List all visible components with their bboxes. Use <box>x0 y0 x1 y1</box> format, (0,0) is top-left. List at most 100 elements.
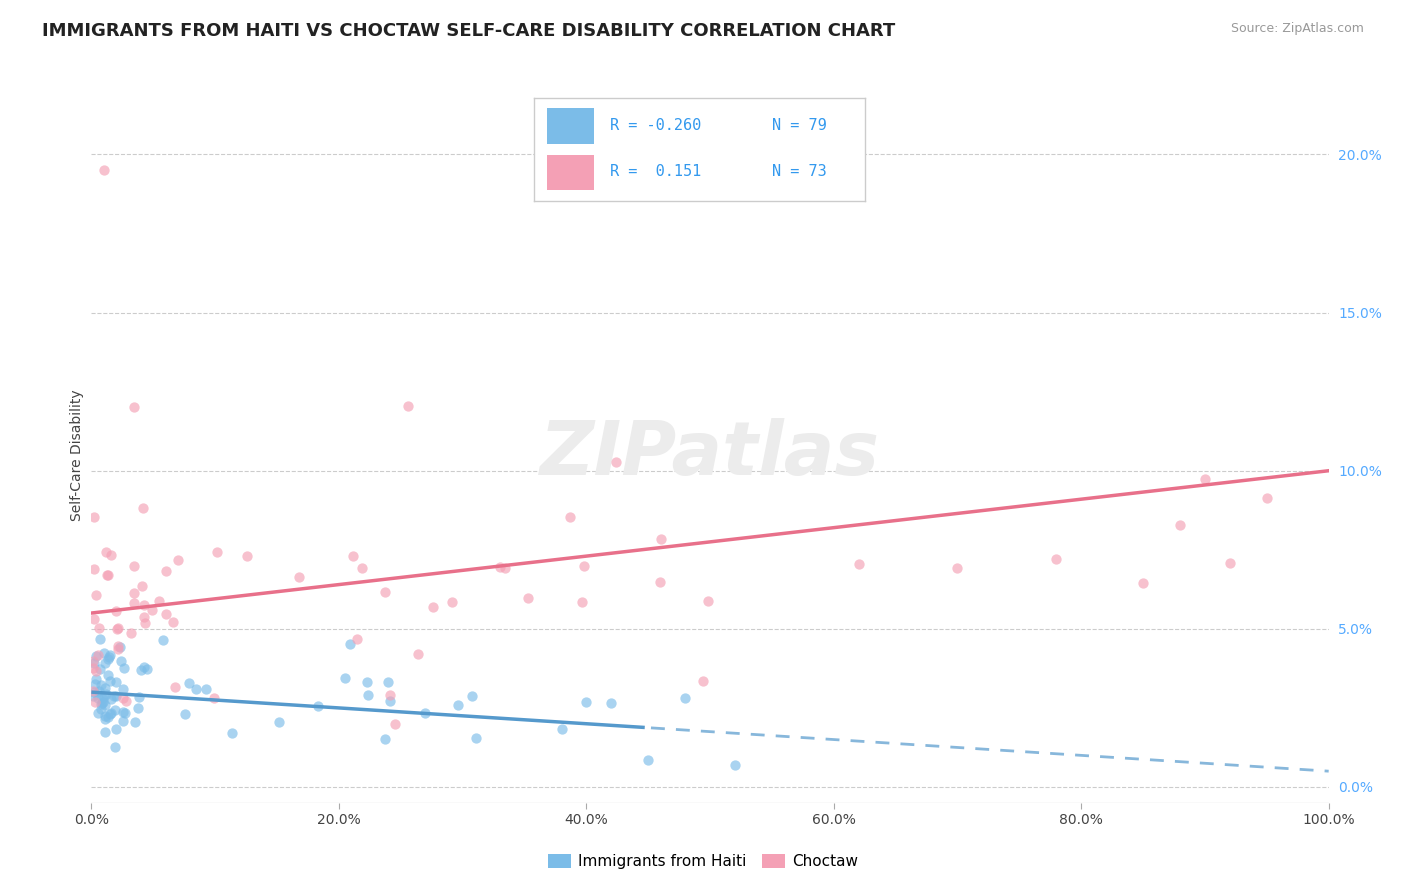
Point <box>413 706 436 720</box>
Point <box>605 455 627 469</box>
Point <box>461 689 484 703</box>
Point <box>100 706 122 720</box>
Point <box>946 561 969 575</box>
Point <box>696 594 718 608</box>
Point <box>1045 552 1067 566</box>
Point <box>346 632 368 647</box>
Point <box>384 716 406 731</box>
Point <box>356 688 378 702</box>
Point <box>406 647 429 661</box>
Point <box>112 681 135 696</box>
Point <box>98 648 121 662</box>
Point <box>120 626 142 640</box>
Text: ZIPatlas: ZIPatlas <box>540 418 880 491</box>
Point <box>517 591 540 605</box>
Point <box>93 709 115 723</box>
Point <box>374 585 396 599</box>
Point <box>83 677 105 691</box>
Point <box>97 652 120 666</box>
Point <box>112 661 135 675</box>
Point <box>148 594 170 608</box>
Point <box>650 533 672 547</box>
Point <box>550 723 572 737</box>
Point <box>132 609 155 624</box>
Point <box>105 622 128 636</box>
Point <box>202 690 225 705</box>
Point <box>494 561 516 575</box>
Point <box>93 646 115 660</box>
Point <box>94 681 117 696</box>
Point <box>107 621 129 635</box>
Point <box>648 574 671 589</box>
Point <box>83 685 105 699</box>
Point <box>94 544 117 558</box>
Text: R = -0.260: R = -0.260 <box>610 119 702 133</box>
Text: N = 73: N = 73 <box>772 164 827 179</box>
Point <box>107 642 129 657</box>
Point <box>82 689 104 703</box>
FancyBboxPatch shape <box>547 109 593 145</box>
Point <box>135 662 157 676</box>
Point <box>489 559 512 574</box>
Point <box>132 500 155 515</box>
Point <box>174 706 197 721</box>
Point <box>380 694 402 708</box>
Point <box>447 698 470 712</box>
Point <box>100 691 122 706</box>
Point <box>195 681 218 696</box>
Point <box>87 684 110 698</box>
Text: IMMIGRANTS FROM HAITI VS CHOCTAW SELF-CARE DISABILITY CORRELATION CHART: IMMIGRANTS FROM HAITI VS CHOCTAW SELF-CA… <box>42 22 896 40</box>
Point <box>122 585 145 599</box>
Point <box>83 612 105 626</box>
Point <box>105 675 128 690</box>
Point <box>83 510 105 524</box>
Point <box>90 691 112 706</box>
Point <box>571 595 593 609</box>
Point <box>350 561 373 575</box>
Point <box>600 697 623 711</box>
Point <box>724 758 747 772</box>
Point <box>108 640 131 654</box>
Point <box>342 549 364 564</box>
Point <box>132 660 155 674</box>
Point <box>848 558 870 572</box>
Point <box>380 688 402 702</box>
Point <box>572 558 595 573</box>
Point <box>83 657 105 671</box>
Point <box>465 731 488 746</box>
Point <box>637 753 659 767</box>
Point <box>128 690 150 705</box>
Point <box>333 671 356 685</box>
Point <box>131 579 153 593</box>
Point <box>87 706 110 720</box>
Point <box>100 548 122 562</box>
Point <box>124 715 146 730</box>
Point <box>124 558 146 573</box>
Point <box>104 740 127 755</box>
Point <box>84 588 107 602</box>
Point <box>1132 575 1154 590</box>
Point <box>112 705 135 719</box>
Point <box>377 674 399 689</box>
Point <box>1168 518 1191 533</box>
Point <box>83 562 105 576</box>
Point <box>90 702 112 716</box>
Point <box>673 691 696 706</box>
Point <box>110 654 132 668</box>
Point <box>205 545 228 559</box>
Point <box>269 714 291 729</box>
Point <box>94 657 117 671</box>
Text: Source: ZipAtlas.com: Source: ZipAtlas.com <box>1230 22 1364 36</box>
Point <box>356 674 378 689</box>
Point <box>97 710 120 724</box>
Point <box>82 684 104 698</box>
Point <box>89 632 111 646</box>
Point <box>111 691 134 706</box>
Point <box>134 599 156 613</box>
Point <box>97 649 120 664</box>
Point <box>440 595 463 609</box>
Point <box>105 604 128 618</box>
Point <box>1256 491 1278 505</box>
Point <box>152 633 174 648</box>
Point <box>94 698 117 712</box>
